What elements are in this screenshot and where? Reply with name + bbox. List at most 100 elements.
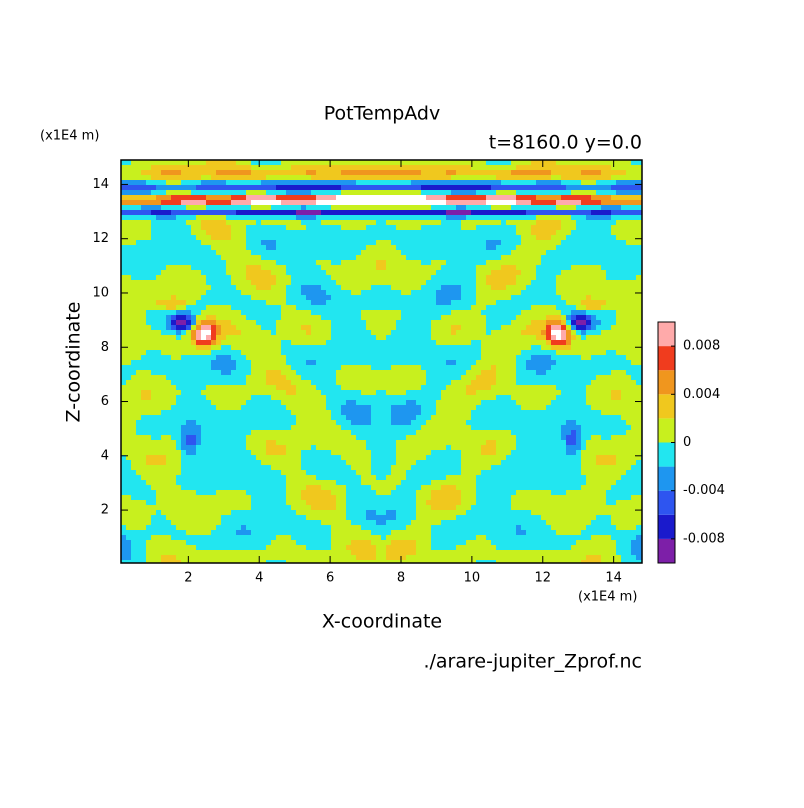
contour-cell xyxy=(456,220,461,225)
contour-cell xyxy=(561,300,566,305)
contour-cell xyxy=(461,330,466,335)
contour-cell xyxy=(216,185,221,190)
contour-cell xyxy=(311,235,316,240)
contour-cell xyxy=(251,390,256,395)
contour-cell xyxy=(496,185,501,190)
contour-cell xyxy=(461,340,466,345)
contour-cell xyxy=(256,375,261,380)
contour-cell xyxy=(436,255,441,260)
contour-cell xyxy=(626,200,631,205)
contour-cell xyxy=(406,365,411,370)
contour-cell xyxy=(611,240,616,245)
contour-cell xyxy=(346,380,351,385)
contour-cell xyxy=(256,220,261,225)
contour-cell xyxy=(166,180,171,185)
contour-cell xyxy=(601,325,606,330)
contour-cell xyxy=(336,170,341,175)
contour-cell xyxy=(611,230,616,235)
contour-cell xyxy=(426,285,431,290)
contour-cell xyxy=(406,340,411,345)
contour-cell xyxy=(586,345,591,350)
contour-cell xyxy=(126,350,131,355)
contour-cell xyxy=(131,360,136,365)
contour-cell xyxy=(536,270,541,275)
contour-cell xyxy=(221,355,226,360)
contour-cell xyxy=(481,355,486,360)
contour-cell xyxy=(131,340,136,345)
contour-cell xyxy=(316,255,321,260)
contour-cell xyxy=(621,320,626,325)
contour-cell xyxy=(326,200,331,205)
contour-cell xyxy=(326,240,331,245)
contour-cell xyxy=(311,275,316,280)
contour-cell xyxy=(426,365,431,370)
contour-cell xyxy=(591,290,596,295)
contour-cell xyxy=(156,190,161,195)
contour-cell xyxy=(506,235,511,240)
contour-cell xyxy=(396,335,401,340)
contour-cell xyxy=(481,170,486,175)
contour-cell xyxy=(321,160,326,165)
contour-cell xyxy=(336,250,341,255)
contour-cell xyxy=(551,330,556,335)
contour-cell xyxy=(351,385,356,390)
contour-cell xyxy=(286,210,291,215)
contour-cell xyxy=(601,265,606,270)
contour-cell xyxy=(276,210,281,215)
contour-cell xyxy=(236,205,241,210)
contour-cell xyxy=(526,190,531,195)
contour-cell xyxy=(371,225,376,230)
contour-cell xyxy=(156,330,161,335)
contour-cell xyxy=(291,315,296,320)
contour-cell xyxy=(151,360,156,365)
contour-cell xyxy=(326,205,331,210)
contour-cell xyxy=(286,350,291,355)
contour-cell xyxy=(411,195,416,200)
contour-cell xyxy=(226,220,231,225)
contour-cell xyxy=(271,190,276,195)
contour-cell xyxy=(346,220,351,225)
contour-cell xyxy=(411,355,416,360)
contour-cell xyxy=(391,310,396,315)
contour-cell xyxy=(226,160,231,165)
contour-cell xyxy=(406,380,411,385)
contour-cell xyxy=(511,325,516,330)
contour-cell xyxy=(306,370,311,375)
contour-cell xyxy=(436,250,441,255)
contour-cell xyxy=(376,185,381,190)
contour-cell xyxy=(386,305,391,310)
contour-cell xyxy=(231,385,236,390)
contour-cell xyxy=(306,270,311,275)
contour-cell xyxy=(501,320,506,325)
contour-cell xyxy=(556,235,561,240)
contour-cell xyxy=(191,195,196,200)
contour-cell xyxy=(151,310,156,315)
contour-cell xyxy=(166,210,171,215)
contour-cell xyxy=(611,370,616,375)
contour-cell xyxy=(296,275,301,280)
contour-cell xyxy=(196,395,201,400)
contour-cell xyxy=(331,265,336,270)
contour-cell xyxy=(626,235,631,240)
contour-cell xyxy=(336,225,341,230)
contour-cell xyxy=(341,300,346,305)
contour-cell xyxy=(486,170,491,175)
contour-cell xyxy=(421,320,426,325)
contour-cell xyxy=(631,180,636,185)
contour-cell xyxy=(211,260,216,265)
contour-cell xyxy=(481,245,486,250)
contour-cell xyxy=(616,250,621,255)
contour-cell xyxy=(166,350,171,355)
contour-cell xyxy=(521,295,526,300)
contour-cell xyxy=(341,185,346,190)
contour-cell xyxy=(561,260,566,265)
contour-cell xyxy=(366,225,371,230)
contour-cell xyxy=(386,310,391,315)
contour-cell xyxy=(441,390,446,395)
contour-cell xyxy=(496,290,501,295)
contour-cell xyxy=(361,285,366,290)
contour-cell xyxy=(616,225,621,230)
contour-cell xyxy=(636,235,641,240)
contour-cell xyxy=(361,335,366,340)
contour-cell xyxy=(551,365,556,370)
